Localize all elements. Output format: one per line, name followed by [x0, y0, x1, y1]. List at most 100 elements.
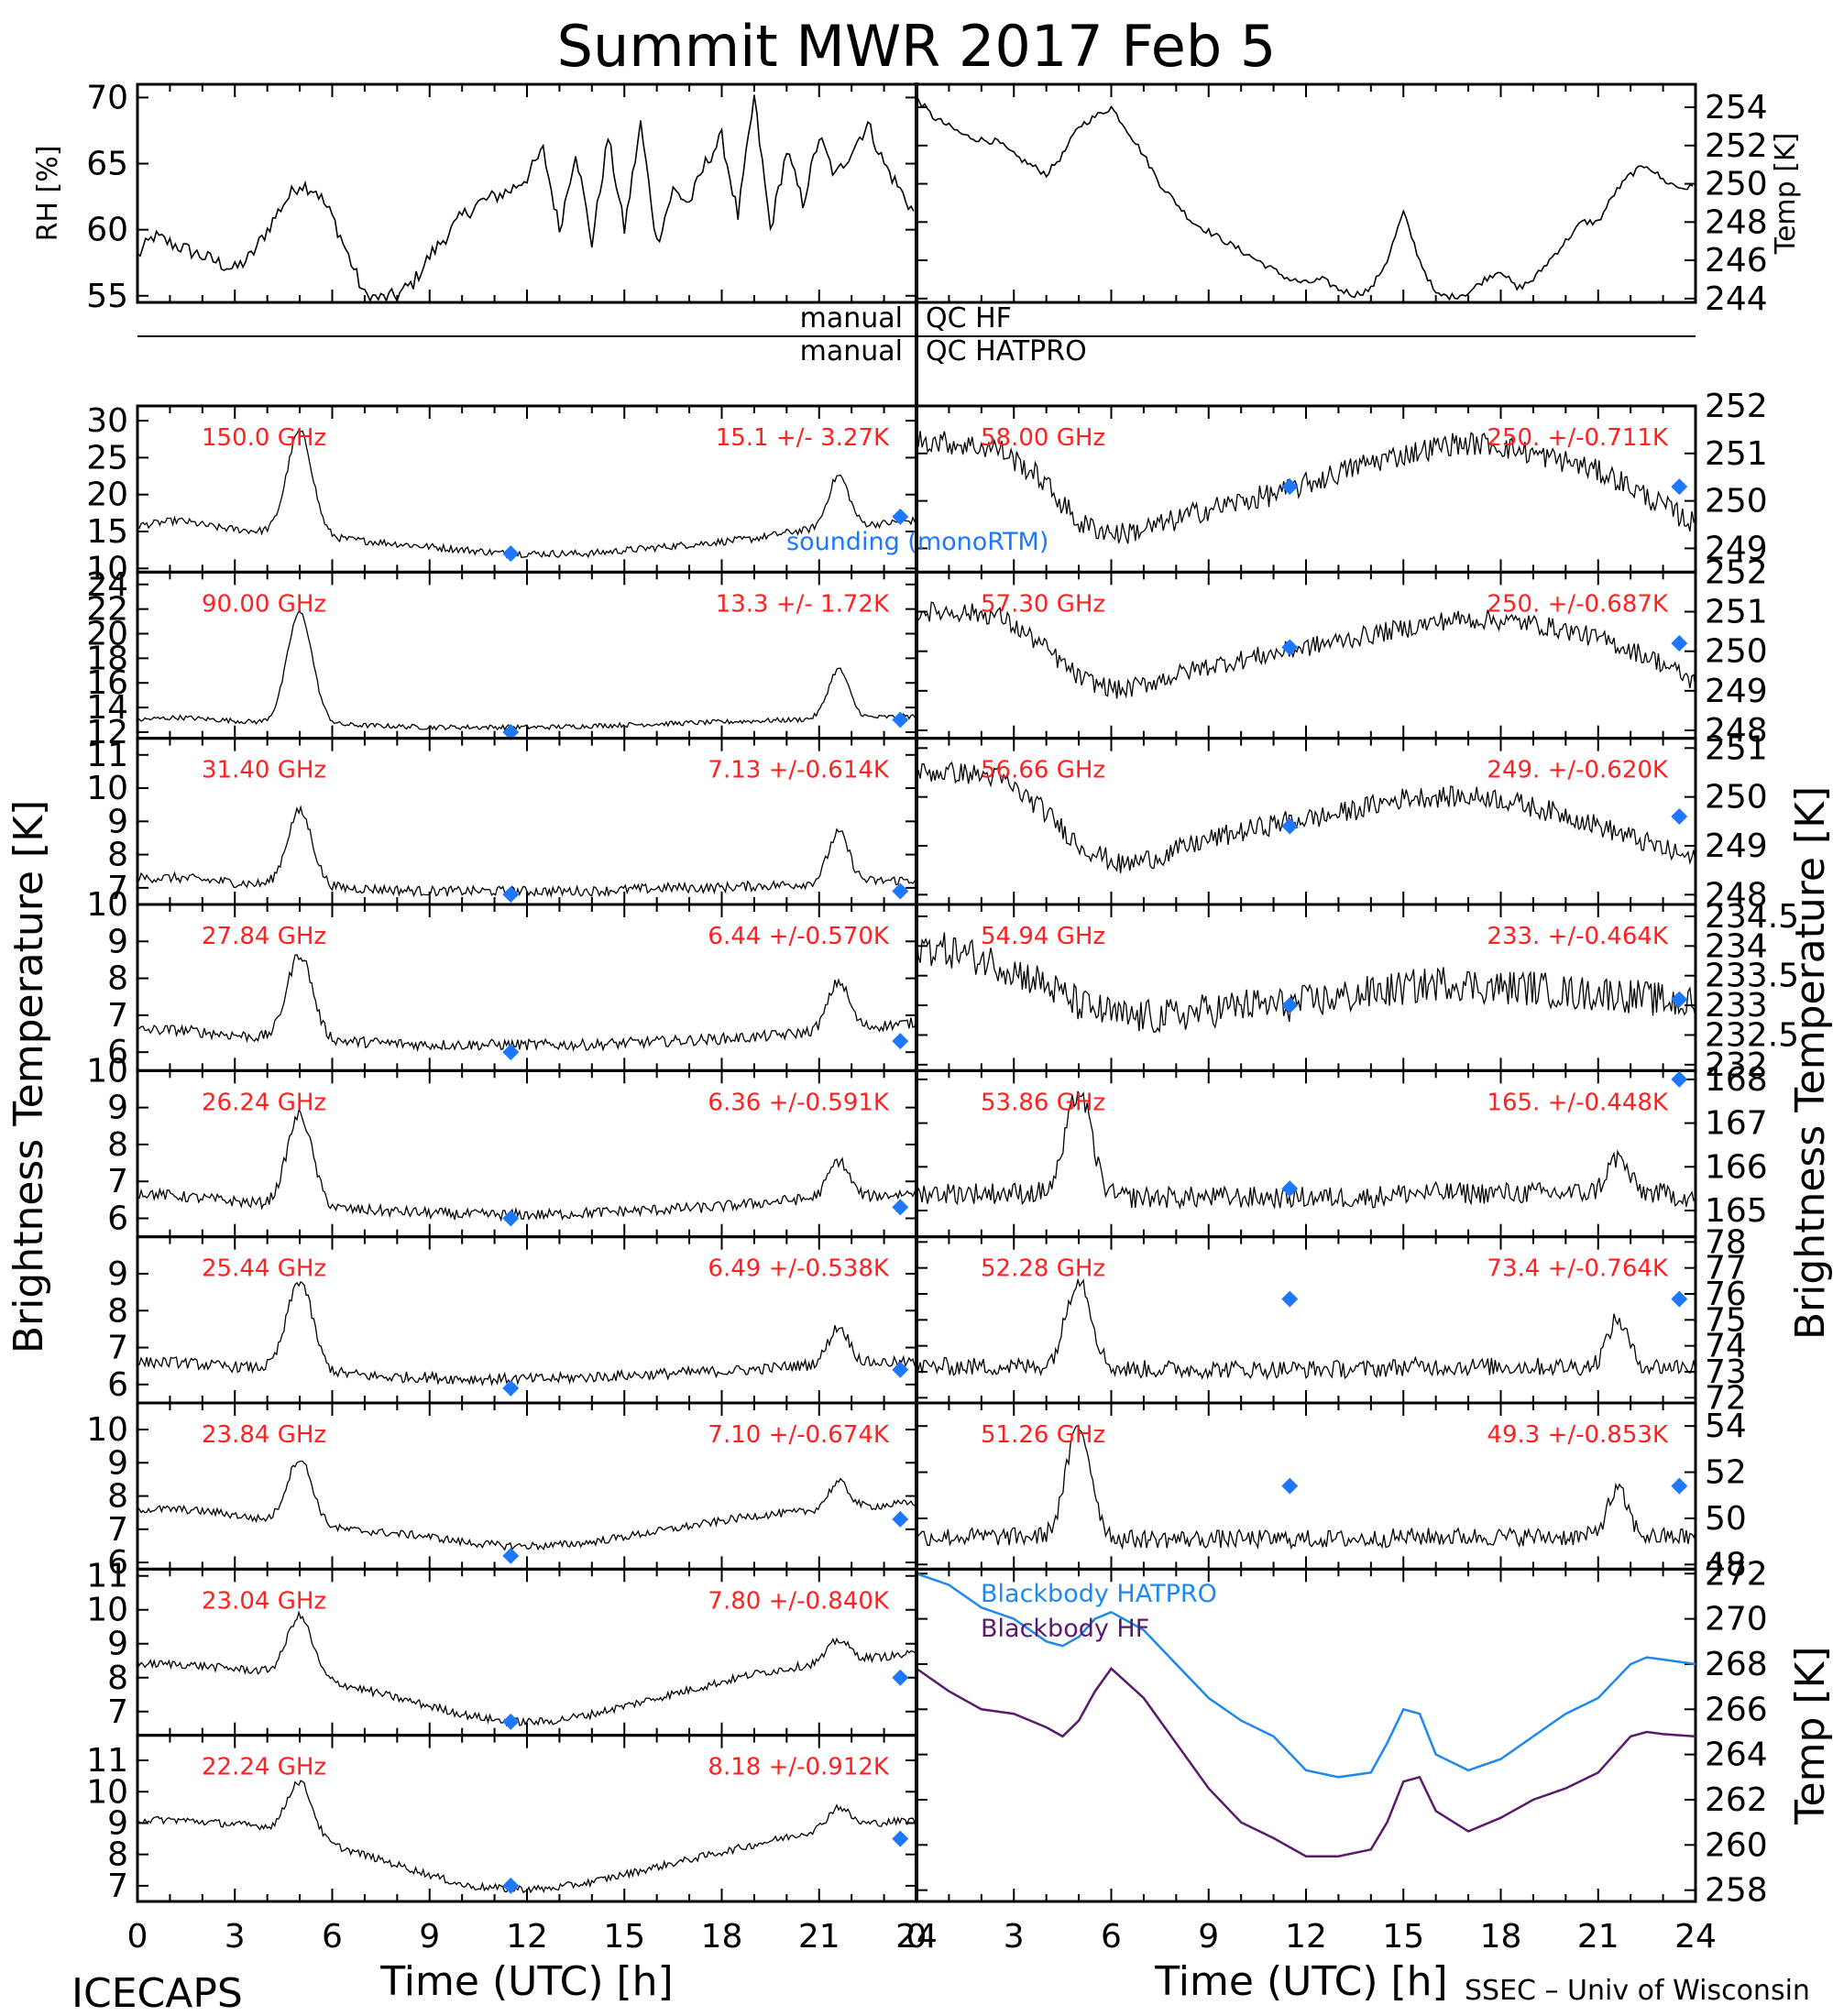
x-tick-label-left: 12: [506, 1918, 548, 1956]
b2544-series-line: [137, 1280, 917, 1386]
rh-ylabel: RH [%]: [32, 146, 64, 242]
b2384-freq-label: 23.84 GHz: [202, 1421, 326, 1449]
temp-ytick-label: 246: [1705, 242, 1768, 279]
x-tick-label-left: 3: [225, 1918, 246, 1956]
b2544-sounding-point: [892, 1361, 909, 1378]
b5666-stat-label: 249. +/-0.620K: [1487, 757, 1669, 784]
b90-ytick-label: 22: [86, 591, 128, 629]
bb-ytick-label: 272: [1705, 1555, 1768, 1593]
b2384-ytick-label: 9: [107, 1444, 128, 1482]
b2224-ytick-label: 8: [107, 1836, 128, 1874]
qc-label-hf: QC HF: [926, 302, 1012, 334]
b5386-stat-label: 165. +/-0.448K: [1487, 1089, 1669, 1116]
b150-stat-label: 15.1 +/- 3.27K: [716, 424, 890, 452]
b2224-freq-label: 22.24 GHz: [202, 1754, 326, 1781]
b90-series-line: [137, 609, 917, 731]
b3140-ytick-label: 10: [86, 770, 128, 807]
b2784-sounding-point: [502, 1044, 520, 1061]
b2384-stat-label: 7.10 +/-0.674K: [708, 1421, 890, 1449]
qc-manual-hf: manual: [800, 302, 903, 334]
b5228-sounding-point: [1671, 1290, 1688, 1308]
b2304-ytick-label: 7: [107, 1693, 128, 1731]
x-tick-label-right: 9: [1198, 1918, 1219, 1956]
b5800-ytick-label: 252: [1705, 388, 1768, 425]
b5666-ytick-label: 250: [1705, 779, 1768, 816]
x-tick-label-right: 3: [1004, 1918, 1025, 1956]
b5126-freq-label: 51.26 GHz: [981, 1421, 1105, 1449]
b5666-ytick-label: 248: [1705, 876, 1768, 914]
b2624-sounding-point: [502, 1210, 520, 1227]
rh-ytick-label: 70: [86, 79, 128, 116]
b2224-sounding-point: [502, 1877, 520, 1894]
footer-icecaps: ICECAPS: [71, 1970, 243, 2016]
b5228-ytick-label: 76: [1705, 1276, 1747, 1313]
b5800-series-line: [916, 430, 1696, 544]
b2784-ytick-label: 10: [86, 886, 128, 924]
b5730-sounding-point: [1671, 635, 1688, 652]
b5494-ytick-label: 233: [1705, 987, 1768, 1024]
right-axis-title: Brightness Temperature [K]: [1787, 786, 1833, 1340]
b5228-ytick-label: 74: [1705, 1328, 1747, 1365]
x-tick-label-left: 21: [798, 1918, 840, 1956]
temp-ytick-label: 244: [1705, 280, 1768, 318]
b90-ytick-label: 16: [86, 664, 128, 702]
b5730-freq-label: 57.30 GHz: [981, 590, 1105, 618]
x-axis-title-left: Time (UTC) [h]: [379, 1958, 673, 2005]
bb-hatpro-legend: Blackbody HATPRO: [981, 1580, 1217, 1608]
b2624-ytick-label: 6: [107, 1200, 128, 1238]
b5126-sounding-point: [1281, 1477, 1299, 1495]
b5730-ytick-label: 249: [1705, 673, 1768, 710]
bb-series-line-0: [916, 1572, 1696, 1779]
b5228-ytick-label: 73: [1705, 1353, 1747, 1391]
b5126-stat-label: 49.3 +/-0.853K: [1487, 1421, 1669, 1449]
b5800-stat-label: 250. +/-0.711K: [1487, 424, 1669, 452]
b2224-ytick-label: 9: [107, 1804, 128, 1842]
b5126-ytick-label: 52: [1705, 1454, 1747, 1492]
b2224-sounding-point: [892, 1830, 909, 1847]
b2304-ytick-label: 10: [86, 1592, 128, 1629]
b5494-ytick-label: 232.5: [1705, 1016, 1799, 1054]
b5126-series-line: [916, 1424, 1696, 1550]
x-tick-label-left: 0: [127, 1918, 148, 1956]
b2224-ytick-label: 11: [86, 1742, 128, 1780]
b5730-sounding-point: [1281, 639, 1299, 656]
x-tick-label-left: 15: [603, 1918, 645, 1956]
b5126-ytick-label: 54: [1705, 1408, 1747, 1445]
qc-label-hatpro: QC HATPRO: [926, 335, 1087, 367]
b2224-ytick-label: 7: [107, 1868, 128, 1905]
b5800-ytick-label: 251: [1705, 435, 1768, 473]
b2784-ytick-label: 9: [107, 923, 128, 960]
temp-ytick-label: 252: [1705, 127, 1768, 165]
temp-series-line: [916, 95, 1694, 301]
b150-ytick-label: 30: [86, 402, 128, 440]
b2544-freq-label: 25.44 GHz: [202, 1255, 326, 1283]
b5800-sounding-point: [1671, 478, 1688, 496]
b5730-ytick-label: 251: [1705, 594, 1768, 631]
b90-ytick-label: 12: [86, 714, 128, 751]
b2544-sounding-point: [502, 1379, 520, 1397]
figure-title: Summit MWR 2017 Feb 5: [557, 13, 1277, 80]
x-tick-label-right: 6: [1101, 1918, 1122, 1956]
b2304-ytick-label: 11: [86, 1558, 128, 1595]
b2624-ytick-label: 9: [107, 1090, 128, 1127]
b5666-sounding-point: [1281, 817, 1299, 835]
rh-ytick-label: 55: [86, 278, 128, 315]
temp-frame: [915, 82, 1697, 304]
b90-ytick-label: 20: [86, 615, 128, 652]
x-tick-label-left: 6: [322, 1918, 343, 1956]
b2784-ytick-label: 6: [107, 1034, 128, 1071]
temp-ylabel: Temp [K]: [1770, 133, 1802, 256]
bb-ylabel: Temp [K]: [1787, 1646, 1833, 1824]
b150-ytick-label: 25: [86, 439, 128, 477]
qc-manual-hatpro: manual: [800, 335, 903, 367]
temp-ytick-label: 254: [1705, 89, 1768, 126]
b5386-ytick-label: 168: [1705, 1061, 1768, 1099]
b90-freq-label: 90.00 GHz: [202, 590, 326, 618]
b5228-freq-label: 52.28 GHz: [981, 1255, 1105, 1283]
x-tick-label-left: 18: [701, 1918, 743, 1956]
b150-ytick-label: 15: [86, 513, 128, 551]
b5228-ytick-label: 78: [1705, 1223, 1747, 1261]
b3140-ytick-label: 9: [107, 803, 128, 840]
b2624-series-line: [137, 1108, 917, 1222]
